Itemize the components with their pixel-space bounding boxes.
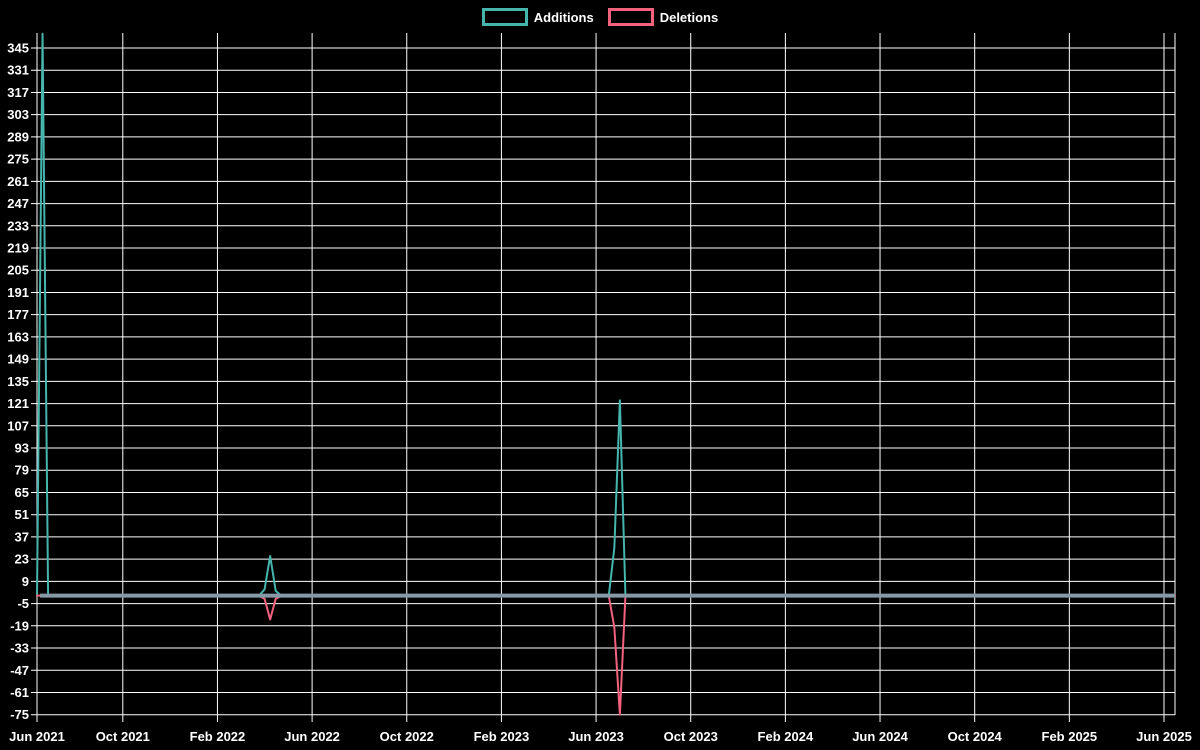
y-tick-label: 177 (7, 307, 29, 322)
y-tick-label: -5 (17, 596, 29, 611)
deletions-legend-label: Deletions (659, 9, 719, 25)
y-tick-label: -33 (10, 641, 29, 656)
y-tick-label: 121 (7, 396, 29, 411)
y-tick-label: 163 (7, 329, 29, 344)
x-tick-label: Oct 2021 (96, 729, 150, 744)
x-tick-label: Feb 2025 (1042, 729, 1098, 744)
y-tick-label: 205 (7, 263, 29, 278)
x-tick-label: Feb 2023 (474, 729, 530, 744)
legend-item-deletions[interactable]: Deletions (607, 8, 719, 26)
y-tick-label: 303 (7, 107, 29, 122)
x-tick-label: Jun 2021 (9, 729, 65, 744)
x-tick-label: Feb 2024 (758, 729, 814, 744)
x-tick-label: Feb 2022 (190, 729, 246, 744)
deletions-legend-swatch (607, 8, 654, 26)
y-tick-label: -75 (10, 707, 29, 722)
chart-legend: Additions Deletions (0, 8, 1200, 26)
y-tick-label: 261 (7, 174, 29, 189)
x-tick-label: Oct 2023 (664, 729, 718, 744)
y-tick-label: 93 (15, 441, 29, 456)
additions-legend-swatch (481, 8, 528, 26)
y-tick-label: 65 (15, 485, 29, 500)
y-tick-label: 107 (7, 418, 29, 433)
y-tick-label: 37 (15, 529, 29, 544)
x-tick-label: Oct 2024 (948, 729, 1003, 744)
y-tick-label: 149 (7, 352, 29, 367)
y-tick-label: 79 (15, 463, 29, 478)
y-tick-label: 219 (7, 241, 29, 256)
x-tick-label: Jun 2022 (284, 729, 340, 744)
additions-legend-label: Additions (533, 9, 594, 25)
y-tick-label: -19 (10, 618, 29, 633)
x-tick-label: Jun 2024 (852, 729, 908, 744)
deletions-line (36, 594, 1176, 716)
y-tick-label: 345 (7, 41, 29, 56)
x-tick-label: Oct 2022 (380, 729, 434, 744)
y-tick-label: 23 (15, 552, 29, 567)
y-tick-label: 317 (7, 85, 29, 100)
y-tick-label: 331 (7, 63, 29, 78)
y-tick-label: 135 (7, 374, 29, 389)
y-tick-label: 247 (7, 196, 29, 211)
y-tick-label: -61 (10, 685, 29, 700)
y-tick-label: 51 (15, 507, 29, 522)
legend-item-additions[interactable]: Additions (481, 8, 594, 26)
y-tick-label: 191 (7, 285, 29, 300)
y-tick-label: 233 (7, 218, 29, 233)
y-tick-label: -47 (10, 663, 29, 678)
y-tick-label: 289 (7, 129, 29, 144)
x-tick-label: Jun 2023 (568, 729, 624, 744)
y-tick-label: 275 (7, 152, 29, 167)
y-tick-label: 9 (22, 574, 29, 589)
x-tick-label: Jun 2025 (1136, 729, 1192, 744)
